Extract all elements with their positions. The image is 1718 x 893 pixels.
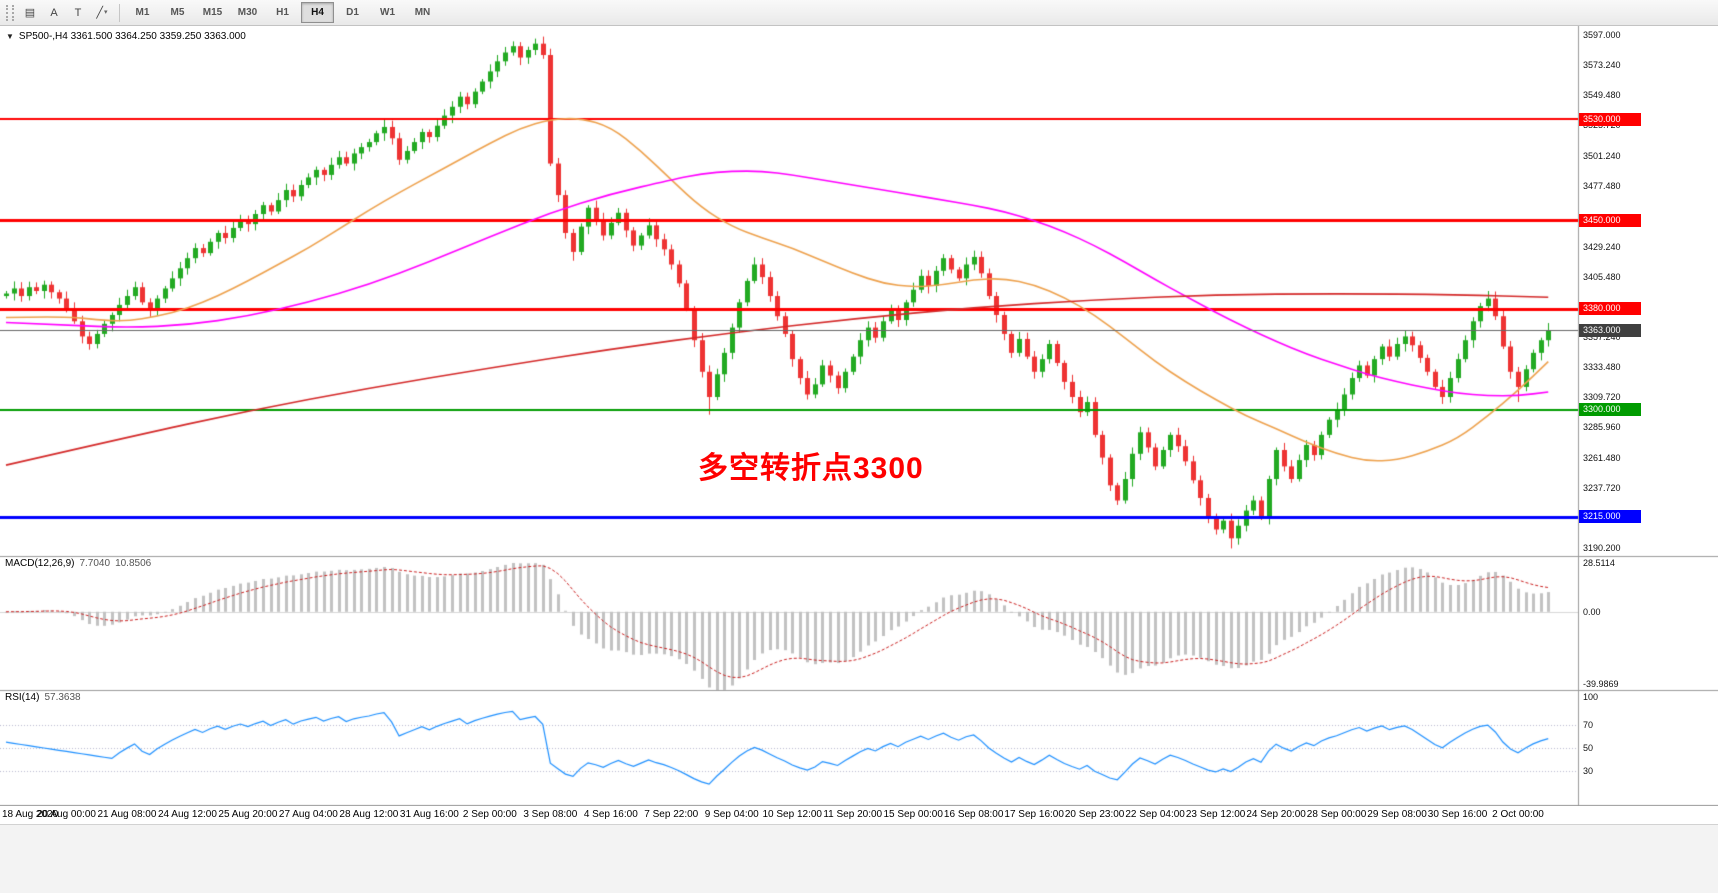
time-axis-label: 17 Sep 16:00	[1004, 809, 1064, 820]
macd-axis-label: 0.00	[1583, 606, 1601, 617]
timeframe-button-m5[interactable]: M5	[170, 7, 185, 18]
time-axis-label: 10 Sep 12:00	[762, 809, 822, 820]
time-axis-label: 30 Sep 16:00	[1427, 809, 1488, 820]
timeframe-button-h1[interactable]: H1	[276, 7, 289, 18]
price-axis-label: 3261.480	[1583, 453, 1621, 464]
price-axis-label: 3501.240	[1583, 150, 1621, 161]
label-tool-icon[interactable]: T	[74, 6, 82, 19]
time-axis-label: 16 Sep 08:00	[943, 809, 1004, 820]
price-level-badge: 3215.000	[1579, 510, 1641, 524]
rsi-axis-label: 70	[1583, 719, 1594, 730]
price-level-badge: 3380.000	[1579, 302, 1641, 316]
timeframe-button-m15[interactable]: M15	[202, 7, 223, 18]
price-axis-label: 3573.240	[1583, 59, 1621, 70]
time-axis-label: 3 Sep 08:00	[523, 809, 578, 820]
chevron-down-icon[interactable]: ▼	[6, 32, 14, 41]
time-axis-label: 7 Sep 22:00	[644, 809, 699, 820]
time-axis-label: 11 Sep 20:00	[823, 809, 883, 820]
time-axis-label: 23 Sep 12:00	[1185, 809, 1246, 820]
charts-mode-icon[interactable]: ▤	[24, 6, 36, 19]
time-axis-label: 28 Sep 00:00	[1306, 809, 1367, 820]
time-axis-label: 24 Sep 20:00	[1246, 809, 1306, 820]
time-axis-label: 9 Sep 04:00	[704, 809, 759, 820]
toolbar-icon-group: ▤ A T ╱ ▾	[18, 1, 114, 24]
text-tool-icon[interactable]: A	[50, 6, 58, 19]
time-axis-label: 20 Sep 23:00	[1064, 809, 1125, 820]
time-axis-label: 28 Aug 12:00	[339, 809, 399, 820]
price-level-badge: 3530.000	[1579, 112, 1641, 126]
toolbar-separator	[119, 3, 120, 22]
time-axis-label: 22 Sep 04:00	[1125, 809, 1185, 820]
price-axis-label: 3309.720	[1583, 392, 1621, 403]
toolbar: ▤ A T ╱ ▾ M1 M5 M15 M30 H1 H4 D1 W1 MN	[0, 0, 1718, 26]
price-axis-label: 3237.720	[1583, 483, 1621, 494]
timeframe-button-m30[interactable]: M30	[237, 7, 258, 18]
chevron-down-icon: ▾	[104, 9, 108, 17]
timeframe-button-m1[interactable]: M1	[135, 7, 150, 18]
rsi-axis-label: 50	[1583, 743, 1594, 753]
price-axis-label: 3429.240	[1583, 241, 1621, 252]
time-axis-label: 24 Aug 12:00	[157, 809, 217, 820]
macd-axis-label: 28.5114	[1583, 558, 1615, 568]
time-axis-label: 2 Sep 00:00	[462, 809, 517, 820]
price-axis-label: 3357.240	[1583, 332, 1621, 343]
bottom-filler	[0, 824, 1718, 893]
toolbar-grip[interactable]	[6, 4, 14, 21]
rsi-axis-label: 30	[1583, 766, 1594, 777]
time-axis-label: 27 Aug 04:00	[278, 809, 338, 820]
chart-canvas[interactable]	[0, 26, 1718, 806]
timeframe-button-d1[interactable]: D1	[346, 7, 359, 18]
price-axis[interactable]: 3597.0003573.2403549.4803525.7203501.240…	[1578, 26, 1718, 806]
timeframe-button-h4[interactable]: H4	[301, 2, 334, 23]
time-axis-label: 15 Sep 00:00	[883, 809, 943, 820]
price-axis-label: 3333.480	[1583, 362, 1621, 373]
timeframe-button-mn[interactable]: MN	[414, 7, 431, 18]
price-level-badge: 3450.000	[1579, 213, 1641, 227]
time-axis-label: 29 Sep 08:00	[1367, 809, 1427, 820]
price-axis-label: 3477.480	[1583, 180, 1621, 191]
time-axis-label: 20 Aug 00:00	[36, 809, 96, 820]
price-level-badge: 3300.000	[1579, 403, 1641, 417]
timeframe-button-group: M1 M5 M15 M30 H1 H4 D1 W1 MN	[125, 2, 440, 23]
price-axis-label: 3597.000	[1583, 29, 1621, 40]
price-axis-label: 3285.960	[1583, 422, 1621, 433]
chart-annotation-text[interactable]: 多空转折点3300	[698, 452, 924, 485]
time-axis-label: 18 Aug 2020	[2, 809, 59, 820]
macd-axis-label: -39.9869	[1583, 679, 1619, 690]
time-axis-label: 4 Sep 16:00	[583, 809, 638, 820]
draw-tools-icon[interactable]: ╱ ▾	[96, 6, 108, 19]
time-axis-label: 21 Aug 08:00	[97, 809, 157, 820]
time-axis-label: 31 Aug 16:00	[399, 809, 459, 820]
price-axis-label: 3405.480	[1583, 271, 1621, 282]
time-axis-label: 2 Oct 00:00	[1492, 809, 1544, 820]
time-axis[interactable]: 18 Aug 2020 20 Aug 00:00 21 Aug 08:00 24 Au…	[0, 806, 1718, 824]
price-axis-label: 3190.200	[1583, 543, 1621, 554]
price-axis-label: 3549.480	[1583, 89, 1621, 100]
time-axis-label: 25 Aug 20:00	[218, 809, 278, 820]
rsi-axis-label: 100	[1583, 692, 1599, 702]
timeframe-button-w1[interactable]: W1	[380, 7, 395, 18]
current-price-badge: 3363.000	[1579, 323, 1641, 337]
